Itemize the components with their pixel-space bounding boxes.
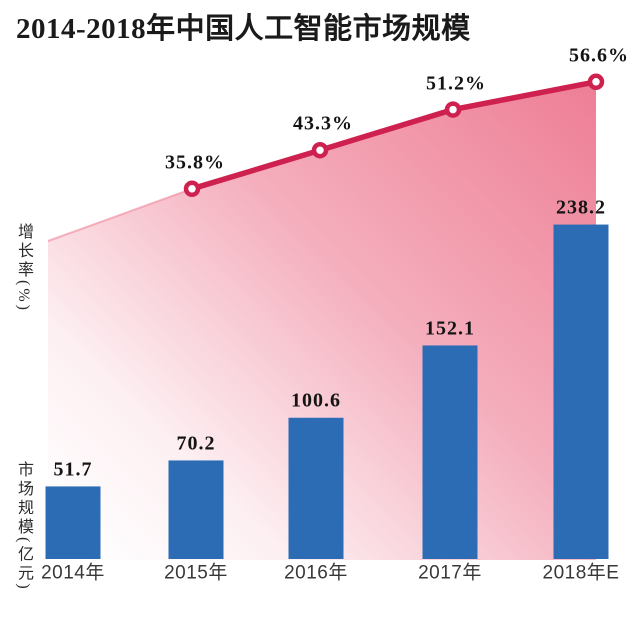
growth-rate-line [183,73,605,198]
growth-line-path [189,79,599,192]
bar-2016年 [288,417,344,559]
bar-2015年 [168,460,224,559]
line-marker-2015年 [183,180,201,198]
bar-2014年 [45,486,101,559]
line-marker-2018年E [587,73,605,91]
line-marker-2017年 [444,101,462,118]
market-size-bars [45,224,609,559]
chart-title: 2014-2018年中国人工智能市场规模 [16,13,471,45]
bar-2018年E [553,224,609,559]
bar-2017年 [422,345,478,559]
y-axis-label-market-size: 市场规模(亿元) [15,461,32,592]
area-left-edge [47,187,193,242]
y-axis-label-growth-rate: 增长率(%) [15,223,32,313]
line-marker-2016年 [311,141,329,159]
